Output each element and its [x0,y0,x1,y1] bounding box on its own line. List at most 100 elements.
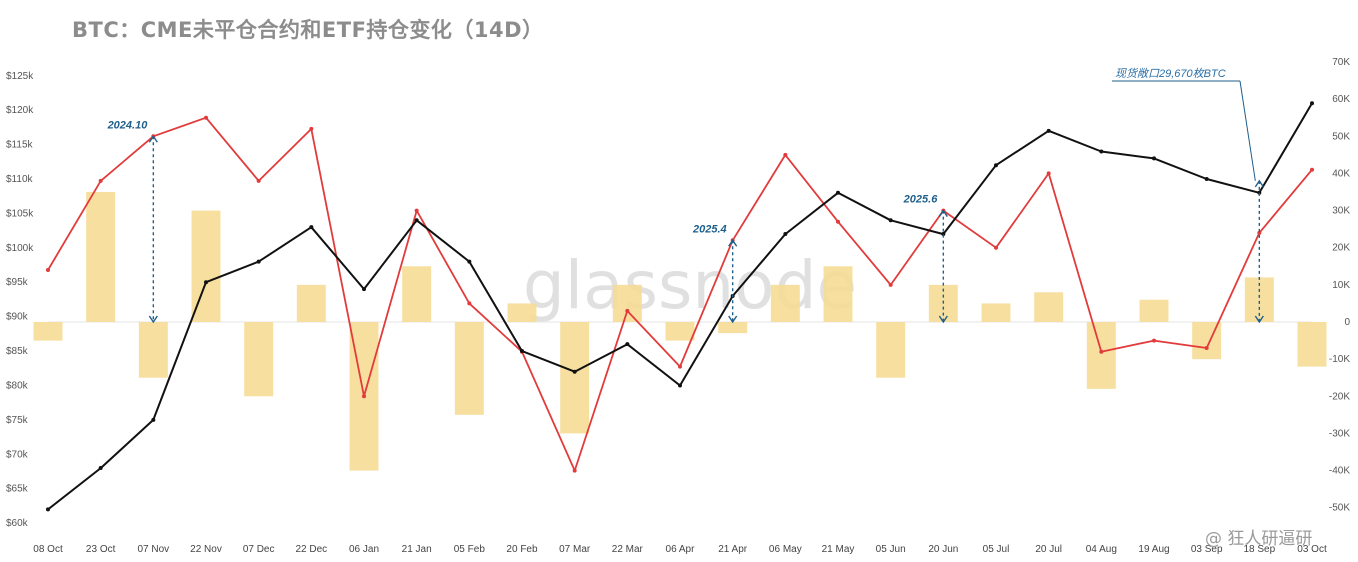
annotation-arrowhead-down [148,315,158,324]
credit-text: @ 狂人研逼研 [1205,529,1312,549]
bar-mark [507,303,537,322]
flow-point [888,282,893,287]
price-point [520,349,524,354]
left-tick-label: $90k [6,312,29,323]
right-tick-label: -40K [1329,466,1350,477]
right-tick-label: 40K [1332,168,1350,179]
bar-mark [823,266,853,322]
bar-mark [876,322,906,378]
flow-point [1152,338,1156,343]
price-point [572,369,577,374]
left-axis-ticks: $60k $65k $70k $75k $80k $85k $90k $95k $100k $10… [6,71,34,529]
price-line-series [46,101,1314,512]
x-tick-label: 03 Oct [1297,544,1327,555]
x-tick-label: 07 Mar [559,544,591,555]
x-tick-label: 06 May [769,544,802,555]
price-point [1046,128,1051,133]
flow-point [836,219,840,224]
x-tick-label: 07 Nov [137,544,169,555]
price-point [941,232,946,237]
flow-point [309,126,314,131]
x-tick-label: 21 Apr [718,544,748,555]
flow-point [1099,349,1104,354]
flow-point [1204,346,1209,350]
bar-mark [665,322,695,341]
bar-mark [718,322,748,334]
left-tick-label: $70k [6,449,29,460]
bar-mark [296,284,326,322]
price-point [98,466,103,471]
flow-point [362,394,366,399]
x-tick-label: 03 Sep [1191,544,1223,555]
flow-point [1310,167,1314,172]
flow-point [572,468,577,473]
annotation-arrowhead-up [1254,179,1264,188]
left-tick-label: $115k [6,140,34,151]
right-tick-label: -10K [1329,354,1350,365]
price-point [1204,177,1209,181]
bar-mark [86,192,116,322]
annotation-label: 2024.10 [107,119,149,131]
price-point [1257,190,1262,195]
x-tick-label: 07 Dec [243,544,275,555]
price-point [678,383,682,388]
bar-mark [138,322,168,378]
x-tick-label: 20 Jul [1035,544,1062,555]
bar-mark [612,284,642,322]
annotation-arrowhead-down [938,315,948,324]
right-tick-label: -30K [1329,428,1350,439]
left-tick-label: $100k [6,243,34,254]
flow-point [98,178,103,183]
annotation-label: 2025.4 [692,223,727,235]
x-tick-label: 19 Aug [1138,544,1169,555]
x-tick-label: 18 Sep [1243,544,1275,555]
price-point [1099,149,1104,154]
bar-mark [560,322,590,434]
x-tick-label: 06 Jan [349,544,379,555]
x-tick-label: 21 Jan [402,544,432,555]
annotation-label: 现货敞口29,670枚BTC [1115,67,1226,80]
x-tick-label: 22 Dec [295,544,327,555]
right-tick-label: -50K [1329,503,1350,514]
x-tick-label: 22 Mar [612,544,644,555]
price-point [467,259,472,264]
bar-mark [1034,292,1064,322]
left-tick-label: $85k [6,346,29,357]
x-tick-label: 22 Nov [190,544,222,555]
flow-point [1257,230,1262,235]
price-point [888,218,893,223]
price-point [362,287,366,292]
x-axis-ticks: 08 Oct 23 Oct 07 Nov 22 Nov 07 Dec 22 Dec 06 J… [33,544,1327,555]
annotation-arrowhead-up [728,239,738,247]
bar-mark [33,322,63,341]
flow-point [467,301,472,306]
x-tick-label: 04 Aug [1086,544,1117,555]
flow-point [204,115,208,120]
x-tick-label: 21 May [822,544,855,555]
bar-series [33,192,1327,471]
flow-point [783,152,788,157]
right-tick-label: 10K [1332,280,1350,291]
left-tick-label: $110k [6,174,34,185]
annotations: 2024.10 2025.4 2025.6 现货敞口29,670枚BTC [107,67,1264,324]
x-tick-label: 05 Feb [454,544,486,555]
price-point [309,225,314,230]
right-tick-label: 60K [1332,94,1350,105]
price-point [46,507,50,512]
bar-mark [1086,322,1116,389]
price-point [1152,156,1156,161]
flow-point [1046,171,1051,176]
bar-mark [981,303,1011,322]
flow-point [414,208,419,213]
annotation-arrowhead-down [728,315,738,324]
left-tick-label: $60k [6,518,29,529]
bar-mark [1297,322,1327,367]
annotation-arrowhead-down [1254,315,1264,324]
right-tick-label: 0 [1344,317,1350,328]
x-tick-label: 20 Feb [506,544,538,555]
x-tick-label: 20 Jun [928,544,958,555]
price-point [151,417,156,422]
bar-mark [770,284,800,322]
flow-point [678,364,682,369]
left-tick-label: $95k [6,277,29,288]
